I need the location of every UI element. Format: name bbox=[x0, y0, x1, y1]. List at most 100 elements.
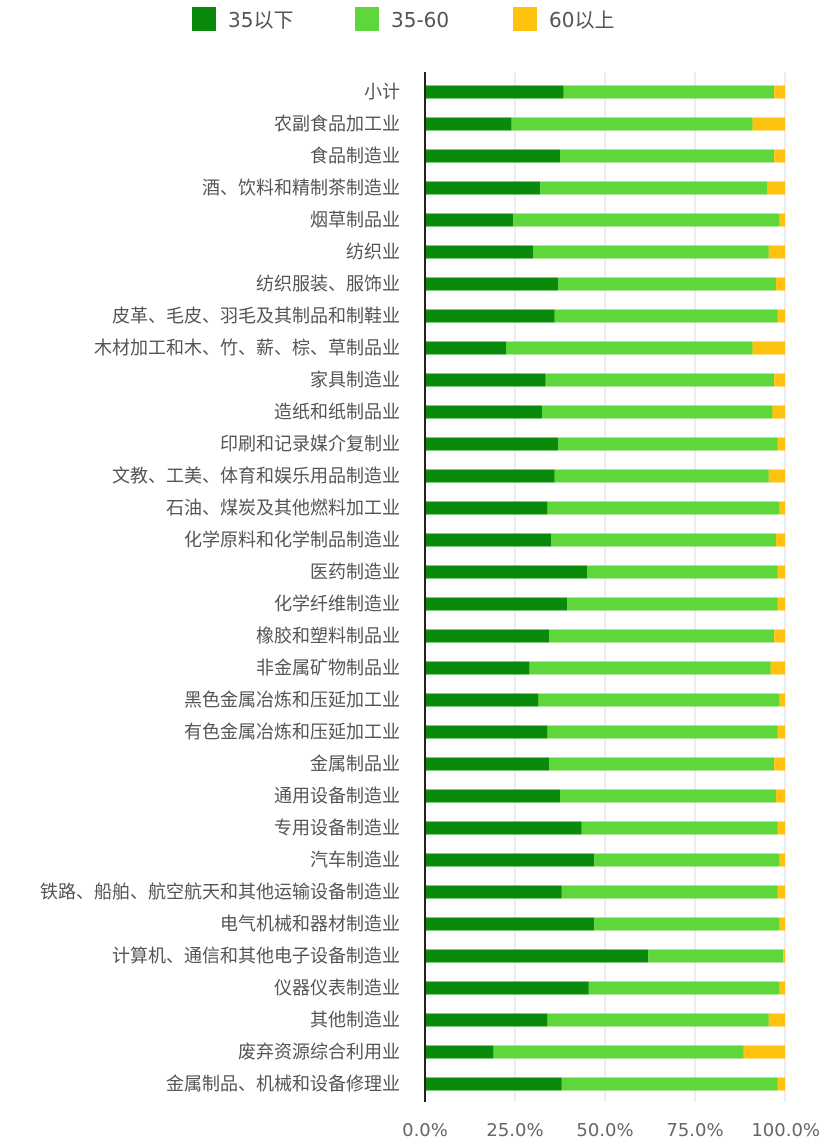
category-label: 非金属矿物制品业 bbox=[256, 658, 400, 679]
bar-15-2 bbox=[777, 565, 785, 579]
bar-28-2 bbox=[779, 981, 785, 995]
bar-18-0 bbox=[425, 661, 530, 675]
legend-label-1: 35-60 bbox=[391, 8, 449, 32]
bar-13-2 bbox=[779, 501, 785, 515]
bar-11-0 bbox=[425, 437, 559, 451]
category-label: 计算机、通信和其他电子设备制造业 bbox=[112, 946, 400, 967]
bar-21-1 bbox=[549, 757, 775, 771]
bar-15-0 bbox=[425, 565, 587, 579]
bar-14-1 bbox=[551, 533, 776, 547]
bar-5-1 bbox=[533, 245, 769, 259]
category-labels: 小计农副食品加工业食品制造业酒、饮料和精制茶制造业烟草制品业纺织业纺织服装、服饰… bbox=[40, 82, 400, 1095]
bar-14-2 bbox=[776, 533, 785, 547]
bar-0-0 bbox=[425, 85, 564, 99]
x-tick-label: 0.0% bbox=[402, 1120, 448, 1141]
bar-16-2 bbox=[777, 597, 785, 611]
category-label: 金属制品业 bbox=[310, 754, 400, 775]
bar-7-1 bbox=[554, 309, 778, 323]
category-label: 通用设备制造业 bbox=[274, 786, 400, 807]
bar-25-1 bbox=[561, 885, 778, 899]
bar-18-1 bbox=[529, 661, 771, 675]
bar-3-0 bbox=[425, 181, 541, 195]
bar-9-0 bbox=[425, 373, 546, 387]
category-label: 酒、饮料和精制茶制造业 bbox=[202, 178, 400, 199]
bar-14-0 bbox=[425, 533, 551, 547]
category-label: 纺织业 bbox=[346, 242, 400, 263]
x-tick-label: 50.0% bbox=[576, 1120, 633, 1141]
bar-23-2 bbox=[777, 821, 785, 835]
bar-12-1 bbox=[554, 469, 769, 483]
category-label: 家具制造业 bbox=[310, 370, 400, 391]
legend-swatch-0 bbox=[192, 7, 216, 31]
bar-6-2 bbox=[776, 277, 785, 291]
bar-3-2 bbox=[767, 181, 785, 195]
bar-19-0 bbox=[425, 693, 539, 707]
bar-6-0 bbox=[425, 277, 559, 291]
category-label: 汽车制造业 bbox=[310, 850, 400, 871]
category-label: 有色金属冶炼和压延加工业 bbox=[184, 722, 400, 743]
category-label: 造纸和纸制品业 bbox=[274, 402, 400, 423]
bar-21-0 bbox=[425, 757, 550, 771]
x-tick-labels: 0.0% 25.0% 50.0% 75.0% 100.0% bbox=[402, 1120, 820, 1141]
bars bbox=[425, 85, 785, 1091]
bar-11-2 bbox=[777, 437, 785, 451]
bar-26-0 bbox=[425, 917, 595, 931]
bar-30-0 bbox=[425, 1045, 494, 1059]
bar-8-2 bbox=[752, 341, 785, 355]
bar-17-0 bbox=[425, 629, 550, 643]
bar-10-2 bbox=[772, 405, 785, 419]
legend: 35以下 35-60 60以上 bbox=[192, 7, 614, 32]
category-label: 烟草制品业 bbox=[310, 210, 400, 231]
bar-4-1 bbox=[513, 213, 780, 227]
category-label: 铁路、船舶、航空航天和其他运输设备制造业 bbox=[40, 882, 400, 903]
legend-label-2: 60以上 bbox=[549, 8, 614, 32]
category-label: 石油、煤炭及其他燃料加工业 bbox=[166, 498, 400, 519]
bar-30-2 bbox=[743, 1045, 785, 1059]
category-label: 专用设备制造业 bbox=[274, 818, 400, 839]
category-label: 木材加工和木、竹、薪、棕、草制品业 bbox=[94, 338, 400, 359]
bar-26-2 bbox=[779, 917, 785, 931]
legend-swatch-2 bbox=[513, 7, 537, 31]
bar-15-1 bbox=[587, 565, 778, 579]
bar-23-0 bbox=[425, 821, 582, 835]
bar-24-1 bbox=[594, 853, 780, 867]
bar-31-0 bbox=[425, 1077, 562, 1091]
bar-29-2 bbox=[768, 1013, 785, 1027]
bar-17-1 bbox=[549, 629, 775, 643]
category-label: 金属制品、机械和设备修理业 bbox=[166, 1074, 400, 1095]
bar-0-2 bbox=[774, 85, 785, 99]
category-label: 皮革、毛皮、羽毛及其制品和制鞋业 bbox=[112, 306, 400, 327]
bar-27-1 bbox=[648, 949, 784, 963]
bar-23-1 bbox=[581, 821, 778, 835]
bar-4-2 bbox=[779, 213, 785, 227]
bar-2-2 bbox=[774, 149, 785, 163]
category-label: 废弃资源综合利用业 bbox=[238, 1042, 400, 1063]
bar-30-1 bbox=[493, 1045, 744, 1059]
bar-29-1 bbox=[547, 1013, 769, 1027]
bar-31-2 bbox=[777, 1077, 785, 1091]
bar-21-2 bbox=[774, 757, 785, 771]
bar-25-2 bbox=[777, 885, 785, 899]
bar-27-2 bbox=[783, 949, 785, 963]
bar-13-0 bbox=[425, 501, 548, 515]
legend-label-0: 35以下 bbox=[228, 8, 293, 32]
bar-9-2 bbox=[774, 373, 785, 387]
bar-3-1 bbox=[540, 181, 767, 195]
bar-1-1 bbox=[511, 117, 753, 131]
bar-20-1 bbox=[547, 725, 778, 739]
bar-28-0 bbox=[425, 981, 589, 995]
bar-20-0 bbox=[425, 725, 548, 739]
bar-10-0 bbox=[425, 405, 542, 419]
category-label: 文教、工美、体育和娱乐用品制造业 bbox=[112, 466, 400, 487]
category-label: 其他制造业 bbox=[310, 1010, 400, 1031]
bar-5-2 bbox=[768, 245, 785, 259]
bar-4-0 bbox=[425, 213, 514, 227]
bar-19-2 bbox=[779, 693, 785, 707]
bar-5-0 bbox=[425, 245, 533, 259]
category-label: 化学原料和化学制品制造业 bbox=[184, 530, 400, 551]
bar-0-1 bbox=[563, 85, 775, 99]
bar-8-0 bbox=[425, 341, 506, 355]
bar-26-1 bbox=[594, 917, 780, 931]
bar-10-1 bbox=[542, 405, 773, 419]
